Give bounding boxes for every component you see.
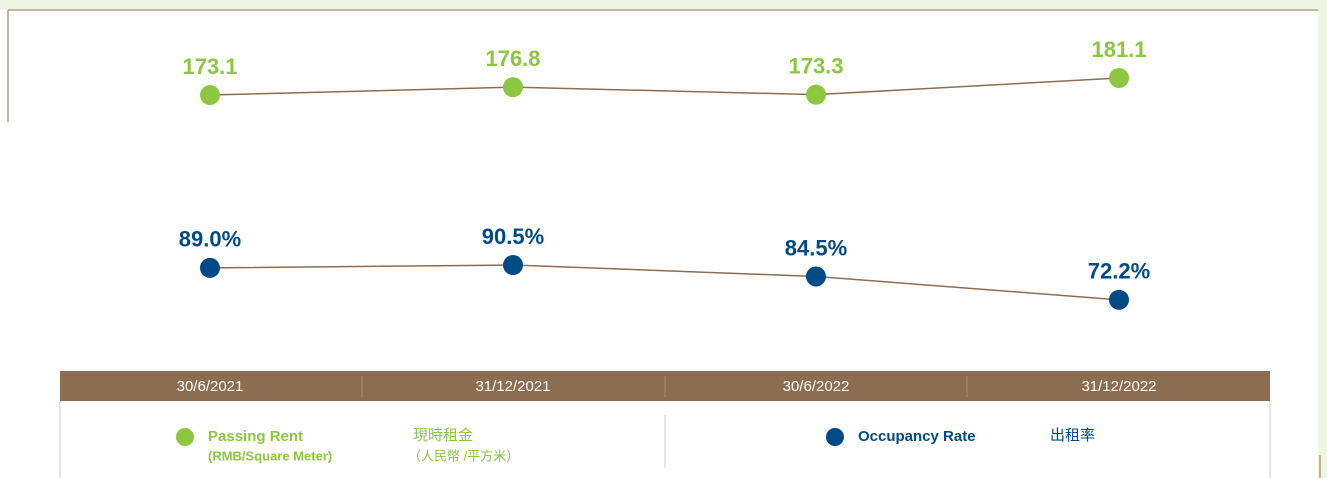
legend-label: Occupancy Rate — [858, 428, 976, 445]
legend-unit-zh: （人民幣 /平方米） — [408, 448, 519, 463]
data-point — [806, 266, 826, 287]
data-label: 176.8 — [485, 46, 540, 71]
series-line — [209, 77, 1120, 96]
x-tick-label: 31/12/2021 — [475, 378, 550, 395]
series-line — [209, 264, 1120, 301]
legend-marker — [176, 428, 194, 446]
data-label: 90.5% — [482, 224, 544, 249]
legend-marker — [826, 428, 844, 446]
side-strip — [1318, 0, 1327, 478]
x-tick-label: 30/6/2021 — [177, 378, 244, 395]
x-tick-label: 30/6/2022 — [783, 378, 850, 395]
data-point — [1109, 289, 1129, 310]
top-strip — [0, 0, 1327, 9]
data-label: 72.2% — [1088, 259, 1150, 284]
x-tick-label: 31/12/2022 — [1081, 378, 1156, 395]
data-point — [503, 77, 523, 98]
data-label: 84.5% — [785, 235, 847, 260]
data-label: 173.1 — [182, 54, 237, 79]
legend-label: Passing Rent — [208, 428, 303, 445]
data-point — [503, 255, 523, 276]
data-label: 173.3 — [788, 53, 843, 78]
data-point — [200, 85, 220, 106]
data-point — [806, 84, 826, 105]
legend-label-zh: 現時租金 — [413, 427, 473, 444]
legend-unit: (RMB/Square Meter) — [208, 448, 332, 463]
data-label: 89.0% — [179, 227, 241, 252]
legend-label-zh: 出租率 — [1050, 427, 1095, 444]
data-label: 181.1 — [1091, 37, 1146, 62]
data-point — [1109, 67, 1129, 88]
data-point — [200, 257, 220, 278]
